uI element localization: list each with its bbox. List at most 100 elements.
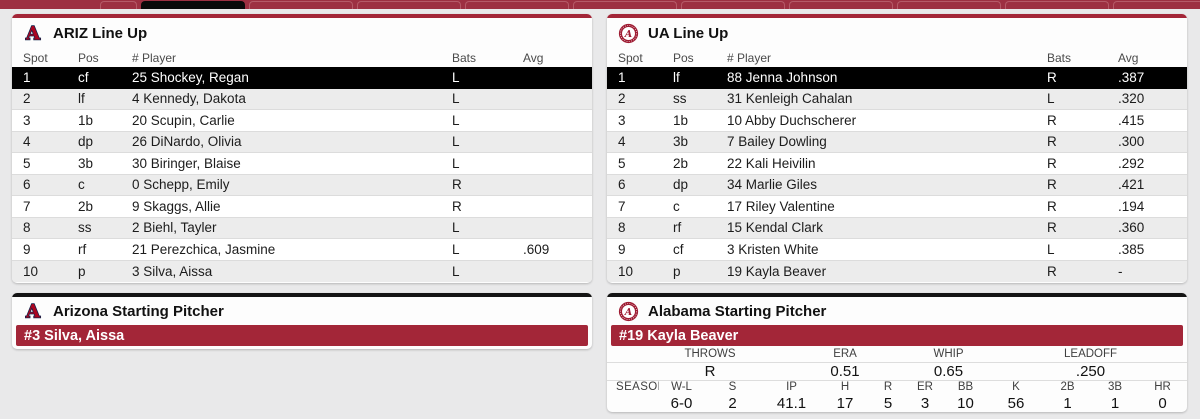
spot-cell: 9 <box>23 241 31 257</box>
col-pos: Pos <box>78 50 99 65</box>
alabama-pitcher-name-bar[interactable]: #19 Kayla Beaver <box>611 325 1183 346</box>
svg-text:A: A <box>623 29 631 40</box>
val-hr: 0 <box>1158 394 1167 412</box>
alabama-pitcher-header: A Alabama Starting Pitcher <box>607 297 1187 325</box>
lineup-row[interactable]: 10 p 3 Silva, Aissa L <box>12 260 592 282</box>
tab[interactable] <box>1005 1 1109 9</box>
player-cell: 19 Kayla Beaver <box>727 263 827 279</box>
spot-cell: 5 <box>618 155 626 171</box>
bats-cell: L <box>452 263 460 279</box>
lineup-row[interactable]: 6 c 0 Schepp, Emily R <box>12 174 592 196</box>
lineup-row[interactable]: 3 1b 10 Abby Duchscherer R .415 <box>607 110 1187 132</box>
player-cell: 15 Kendal Clark <box>727 220 824 236</box>
spot-cell: 3 <box>23 112 31 128</box>
lineup-row[interactable]: 4 3b 7 Bailey Dowling R .300 <box>607 131 1187 153</box>
ariz-lineup-header: A ARIZ Line Up <box>12 18 592 48</box>
pos-cell: ss <box>673 91 687 107</box>
col-player: # Player <box>132 50 177 65</box>
stats-label-row: THROWS ERA WHIP LEADOFF <box>607 347 1187 363</box>
avg-cell: .385 <box>1118 241 1145 257</box>
lineup-row[interactable]: 3 1b 20 Scupin, Carlie L <box>12 110 592 132</box>
lineup-row[interactable]: 1 cf 25 Shockey, Regan L <box>12 67 592 89</box>
spot-cell: 7 <box>618 198 626 214</box>
col-bb: BB <box>957 381 974 394</box>
spot-cell: 3 <box>618 112 626 128</box>
avg-cell: .360 <box>1118 220 1145 236</box>
bats-cell: L <box>452 155 460 171</box>
spot-cell: 5 <box>23 155 31 171</box>
svg-text:A: A <box>25 301 41 322</box>
col-bats: Bats <box>1047 50 1072 65</box>
col-player: # Player <box>727 50 772 65</box>
stats-season-values-row: 6-0 2 41.1 17 5 3 10 56 1 1 0 <box>607 394 1187 412</box>
pos-cell: dp <box>673 177 689 193</box>
val-k: 56 <box>1007 394 1025 412</box>
lineup-row[interactable]: 1 lf 88 Jenna Johnson R .387 <box>607 67 1187 89</box>
whip-value: 0.65 <box>908 362 990 381</box>
player-cell: 34 Marlie Giles <box>727 177 818 193</box>
lineup-row[interactable]: 5 3b 30 Biringer, Blaise L <box>12 153 592 175</box>
col-k: K <box>1012 381 1020 394</box>
tab[interactable] <box>681 1 785 9</box>
active-tab[interactable] <box>141 1 245 9</box>
pos-cell: 1b <box>78 112 94 128</box>
lineup-row[interactable]: 6 dp 34 Marlie Giles R .421 <box>607 174 1187 196</box>
player-cell: 31 Kenleigh Cahalan <box>727 91 853 107</box>
player-cell: 2 Biehl, Tayler <box>132 220 217 236</box>
val-wl: 6-0 <box>670 394 693 412</box>
svg-text:A: A <box>25 23 41 44</box>
ua-lineup-panel: A UA Line Up Spot Pos # Player Bats Avg … <box>607 14 1187 283</box>
alabama-pitcher-panel: A Alabama Starting Pitcher #19 Kayla Bea… <box>607 293 1187 412</box>
avg-cell: .194 <box>1118 198 1145 214</box>
leadoff-label: LEADOFF <box>1043 347 1139 363</box>
tab[interactable] <box>357 1 461 9</box>
arizona-pitcher-header: A Arizona Starting Pitcher <box>12 297 592 325</box>
avg-cell: .609 <box>523 241 550 257</box>
throws-label: THROWS <box>659 347 762 363</box>
spot-cell: 8 <box>23 220 31 236</box>
era-label: ERA <box>822 347 869 363</box>
col-ip: IP <box>786 381 797 394</box>
lineup-row[interactable]: 7 2b 9 Skaggs, Allie R <box>12 196 592 218</box>
lineup-row[interactable]: 8 ss 2 Biehl, Tayler L <box>12 217 592 239</box>
lineup-row[interactable]: 9 rf 21 Perezchica, Jasmine L .609 <box>12 239 592 261</box>
lineup-row[interactable]: 2 ss 31 Kenleigh Cahalan L .320 <box>607 88 1187 110</box>
avg-cell: .387 <box>1118 69 1145 85</box>
bats-cell: L <box>452 134 460 150</box>
val-ip: 41.1 <box>776 394 807 412</box>
lineup-row[interactable]: 2 lf 4 Kennedy, Dakota L <box>12 88 592 110</box>
pos-cell: cf <box>673 241 684 257</box>
tab[interactable] <box>897 1 1001 9</box>
bats-cell: R <box>1047 177 1057 193</box>
whip-label: WHIP <box>908 347 990 363</box>
arizona-pitcher-name-bar[interactable]: #3 Silva, Aissa <box>16 325 588 346</box>
lineup-row[interactable]: 4 dp 26 DiNardo, Olivia L <box>12 131 592 153</box>
tab[interactable] <box>1113 1 1200 9</box>
panel-top-accent <box>607 293 1187 297</box>
ua-lineup-header: A UA Line Up <box>607 18 1187 48</box>
lineup-row[interactable]: 8 rf 15 Kendal Clark R .360 <box>607 217 1187 239</box>
col-s: S <box>728 381 737 394</box>
lineup-row[interactable]: 7 c 17 Riley Valentine R .194 <box>607 196 1187 218</box>
lineup-column-headers: Spot Pos # Player Bats Avg <box>12 48 592 67</box>
pos-cell: 1b <box>673 112 689 128</box>
bats-cell: L <box>1047 241 1055 257</box>
spot-cell: 9 <box>618 241 626 257</box>
spot-cell: 4 <box>23 134 31 150</box>
lineup-row[interactable]: 10 p 19 Kayla Beaver R - <box>607 260 1187 282</box>
tab[interactable] <box>249 1 353 9</box>
val-r: 5 <box>883 394 893 412</box>
lineup-row[interactable]: 9 cf 3 Kristen White L .385 <box>607 239 1187 261</box>
val-2b: 1 <box>1063 394 1072 412</box>
tab[interactable] <box>789 1 893 9</box>
player-cell: 3 Silva, Aissa <box>132 263 213 279</box>
tab[interactable] <box>573 1 677 9</box>
lineup-row[interactable]: 5 2b 22 Kali Heivilin R .292 <box>607 153 1187 175</box>
avg-cell: .415 <box>1118 112 1145 128</box>
tab[interactable] <box>100 1 137 9</box>
pos-cell: c <box>673 198 680 214</box>
bats-cell: R <box>1047 69 1057 85</box>
bats-cell: L <box>452 220 460 236</box>
tab[interactable] <box>465 1 569 9</box>
spot-cell: 6 <box>618 177 626 193</box>
